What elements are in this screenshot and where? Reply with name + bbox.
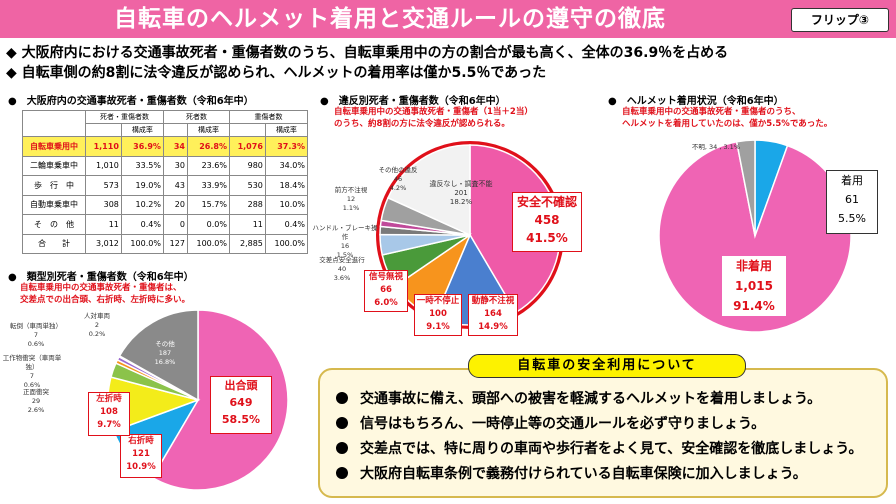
flip-badge: フリップ③ [791,8,889,32]
label-type-other: その他 187 16.8% [154,340,176,366]
row-label: 合 計 [22,233,86,254]
helmet-note-1: 自転車乗用中の交通事故死者・重傷者のうち、 [622,107,801,117]
safety-item: 交通事故に備え、頭部への被害を軽減するヘルメットを着用しましょう。 [336,388,821,408]
table-cell: 18.4% [264,175,309,196]
table-cell: 34 [162,136,188,157]
table-header-row: 死者・重傷者数 死者数 重傷者数 [22,110,308,137]
safety-item: 信号はもちろん、一時停止等の交通ルールを必ず守りましょう。 [336,413,765,433]
table-row: 合 計 3,012 100.0% 127 100.0% 2,885 100.0% [22,233,309,254]
pie-slice [118,309,199,402]
table-title: ● 大阪府内の交通事故死者・重傷者数（令和6年中） [8,96,254,107]
bullet-icon [336,467,348,479]
title-bar [0,0,896,38]
label-no-stop: 一時不停止 100 9.1% [414,294,462,336]
label-object-collision: 工作物衝突（車両単独） 7 0.6% [2,354,62,389]
violation-pie-chart [376,141,564,329]
bullet-icon [336,392,348,404]
table-cell: 100.0% [120,233,164,254]
bullet-icon [336,417,348,429]
label-signal: 信号無視 66 6.0% [364,270,408,312]
violation-note-2: のうち、約8割の方に法令違反が認められる。 [334,119,510,129]
table-header-cell: 構成率 [264,123,309,137]
table-row: 歩 行 中 573 19.0% 43 33.9% 530 18.4% [22,175,309,196]
pie-slice [387,144,471,237]
label-handle-brake: ハンドル・ブレーキ操作 16 1.5% [312,224,378,259]
table-row: そ の 他 11 0.4% 0 0.0% 11 0.4% [22,214,309,235]
table-cell: 1,076 [229,136,266,157]
label-no-violation: 違反なし・調査不能 201 18.2% [429,180,493,206]
headline-2: ◆ 自転車側の約8割に法令違反が認められ、ヘルメットの着用率は僅か5.5％であっ… [6,65,547,81]
label-static-inattention: 動静不注視 164 14.9% [468,294,518,336]
table-cell: 1,110 [85,136,122,157]
label-helmet-unknown: 不明, 34 , 3.1% [691,143,740,151]
violation-title: ● 違反別死者・重傷者数（令和6年中） [320,96,506,107]
table-cell: 100.0% [264,233,309,254]
safety-title: 自転車の安全利用について [468,354,746,378]
headline-1: ◆ 大阪府内における交通事故死者・重傷者数のうち、自転車乗用中の方の割合が最も高… [6,45,729,61]
helmet-pie-chart [658,139,852,333]
label-helmet-notworn: 非着用 1,015 91.4% [722,256,786,316]
label-safety-check: 安全不確認 458 41.5% [512,192,582,252]
label-front-collision: 正面衝突 29 2.6% [23,388,49,414]
label-human-vehicle: 人対車両 2 0.2% [84,312,110,338]
casualty-table: 死者・重傷者数 死者数 重傷者数 構成率 構成率 構成率 自転車乗用中 1,110… [22,110,309,254]
label-front-inattention: 前方不注視 12 1.1% [334,186,368,212]
safety-item: 大阪府自転車条例で義務付けられている自転車保険に加入しましょう。 [336,463,807,483]
table-header-cell: 構成率 [120,123,164,137]
table-cell: 26.8% [186,136,231,157]
label-right-turn: 右折時 121 10.9% [120,434,162,478]
table-header-cell [22,110,86,137]
type-note-1: 自転車乗用中の交通事故死者・重傷者は、 [20,283,182,293]
helmet-note-2: ヘルメットを着用していたのは、僅か5.5%であった。 [622,119,833,129]
label-helmet-worn: 着用 61 5.5% [826,170,878,234]
table-header-row: 構成率 構成率 構成率 [23,123,309,137]
safety-item: 交差点では、特に周りの車両や歩行者をよく見て、安全確認を徹底しましょう。 [336,438,862,458]
table-cell: 23.6% [186,155,231,176]
label-head-on: 出合頭 649 58.5% [210,376,272,434]
table-header-cell: 構成率 [186,123,231,137]
bullet-icon [336,442,348,454]
label-crossing: 交差点安全進行 40 3.6% [319,256,365,282]
page-title: 自転車のヘルメット着用と交通ルールの遵守の徹底 [114,6,666,32]
helmet-title: ● ヘルメット着用状況（令和6年中） [608,96,784,107]
pie-slice [735,139,756,237]
label-left-turn: 左折時 108 9.7% [88,392,130,436]
label-fall: 転倒（車両単独） 7 0.6% [10,322,62,348]
table-cell: 100.0% [186,233,231,254]
type-title: ● 類型別死者・重傷者数（令和6年中） [8,272,194,283]
type-note-2: 交差点での出合頭、右折時、左折時に多い。 [20,295,191,305]
table-row: 自動車乗車中 308 10.2% 20 15.7% 288 10.0% [22,194,309,215]
table-row: 二輪車乗車中 1,010 33.5% 30 23.6% 980 34.0% [22,155,309,176]
label-other-violation: その他の違反 46 4.2% [378,166,418,192]
violation-note-1: 自転車乗用中の交通事故死者・重傷者（1当＋2当） [334,107,533,117]
table-cell: 37.3% [264,136,309,157]
